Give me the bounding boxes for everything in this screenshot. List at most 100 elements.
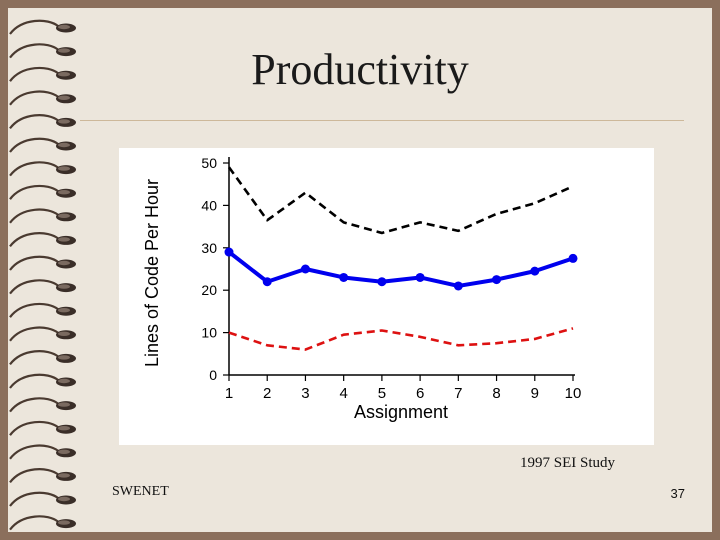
ring-wire: [9, 43, 59, 59]
ring-highlight: [58, 166, 70, 171]
ring-highlight: [58, 72, 70, 77]
ring-highlight: [58, 473, 70, 478]
data-point-mean: [262, 277, 272, 287]
ring-wire: [9, 444, 59, 460]
y-tick-label: 10: [201, 325, 217, 341]
binding-ring: [9, 515, 76, 531]
binding-ring: [9, 43, 76, 59]
ring-highlight: [58, 237, 70, 242]
x-tick-label: 2: [263, 385, 271, 402]
ring-wire: [9, 397, 59, 413]
binding-ring: [9, 350, 76, 366]
ring-highlight: [58, 142, 70, 148]
slide-title: Productivity: [251, 45, 469, 94]
binding-ring: [9, 326, 76, 342]
ring-highlight: [58, 24, 70, 30]
binding-ring: [9, 208, 76, 224]
ring-wire: [9, 420, 59, 436]
ring-wire: [9, 208, 59, 224]
y-tick-label: 30: [201, 240, 217, 256]
ring-wire: [9, 255, 59, 271]
binding-ring: [9, 491, 76, 507]
binding-ring: [9, 19, 76, 35]
x-tick-label: 10: [565, 385, 582, 402]
ring-wire: [9, 468, 59, 484]
ring-highlight: [58, 119, 70, 124]
data-point-mean: [339, 272, 349, 282]
x-tick-label: 4: [339, 385, 347, 402]
ring-wire: [9, 373, 59, 389]
binding-ring: [9, 279, 76, 295]
binding-ring: [9, 444, 76, 460]
ring-wire: [9, 184, 59, 200]
binding-ring: [9, 90, 76, 106]
ring-highlight: [58, 355, 70, 360]
x-axis-label: Assignment: [354, 402, 448, 422]
data-point-mean: [300, 264, 310, 274]
ring-highlight: [58, 402, 70, 407]
y-tick-label: 50: [201, 155, 217, 171]
spiral-binding: [9, 19, 76, 531]
ring-wire: [9, 326, 59, 342]
data-point-mean: [453, 281, 463, 291]
x-tick-label: 5: [378, 385, 386, 402]
data-point-mean: [224, 247, 234, 257]
data-point-mean: [377, 277, 387, 287]
ring-highlight: [58, 331, 70, 336]
x-tick-label: 3: [301, 385, 309, 402]
binding-ring: [9, 161, 76, 177]
title-divider: [80, 120, 684, 121]
ring-wire: [9, 515, 59, 531]
binding-ring: [9, 232, 76, 248]
ring-highlight: [58, 48, 70, 53]
ring-highlight: [58, 308, 70, 313]
y-tick-label: 40: [201, 197, 217, 213]
ring-wire: [9, 114, 59, 130]
data-point-mean: [415, 272, 425, 282]
source-caption: 1997 SEI Study: [520, 455, 616, 471]
ring-highlight: [58, 520, 70, 525]
ring-wire: [9, 66, 59, 82]
x-tick-label: 8: [492, 385, 500, 402]
x-tick-label: 9: [531, 385, 539, 402]
binding-ring: [9, 66, 76, 82]
ring-wire: [9, 350, 59, 366]
productivity-chart: 0 10 20 30 40 50 1 2 3 4 5 6 7 8 9 10 Assignment Lines of…: [142, 155, 582, 422]
footer-label: SWENET: [112, 484, 169, 499]
ring-wire: [9, 491, 59, 507]
ring-highlight: [58, 213, 70, 218]
ring-wire: [9, 90, 59, 106]
data-point-mean: [492, 275, 502, 285]
binding-ring: [9, 255, 76, 271]
ring-highlight: [58, 284, 70, 289]
binding-ring: [9, 397, 76, 413]
ring-wire: [9, 302, 59, 318]
chart-panel: 0 10 20 30 40 50 1 2 3 4 5 6 7 8 9 10 Assignment Lines of…: [119, 148, 654, 445]
binding-ring: [9, 114, 76, 130]
data-point-mean: [568, 253, 578, 263]
ring-highlight: [58, 378, 70, 384]
ring-wire: [9, 232, 59, 248]
ring-wire: [9, 19, 59, 35]
binding-ring: [9, 468, 76, 484]
y-tick-label: 20: [201, 282, 217, 298]
x-tick-label: 6: [416, 385, 424, 402]
ring-wire: [9, 137, 59, 153]
data-point-mean: [530, 266, 540, 276]
ring-highlight: [58, 426, 70, 431]
x-tick-label: 1: [225, 385, 233, 402]
ring-highlight: [58, 190, 70, 195]
x-tick-label: 7: [454, 385, 462, 402]
ring-highlight: [58, 496, 70, 502]
ring-highlight: [58, 95, 70, 101]
binding-ring: [9, 302, 76, 318]
series-line-lower: [228, 327, 574, 351]
ring-wire: [9, 161, 59, 177]
page-number: 37: [670, 486, 685, 501]
ring-highlight: [58, 449, 70, 454]
y-tick-label: 0: [209, 367, 217, 383]
binding-ring: [9, 137, 76, 153]
binding-ring: [9, 373, 76, 389]
ring-wire: [9, 279, 59, 295]
ring-highlight: [58, 260, 70, 266]
